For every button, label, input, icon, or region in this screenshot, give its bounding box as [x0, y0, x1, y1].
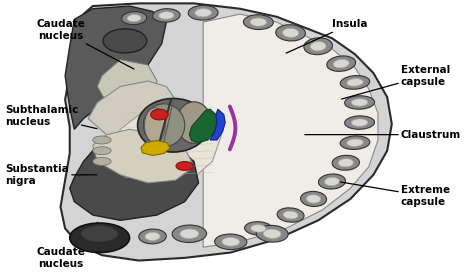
Ellipse shape [351, 99, 368, 106]
Ellipse shape [195, 9, 211, 17]
Ellipse shape [276, 25, 305, 41]
Polygon shape [189, 109, 217, 143]
Ellipse shape [143, 104, 185, 147]
Polygon shape [88, 81, 175, 140]
Ellipse shape [215, 234, 247, 250]
Ellipse shape [70, 223, 129, 253]
Ellipse shape [345, 116, 374, 129]
Ellipse shape [137, 98, 209, 152]
Ellipse shape [340, 136, 370, 149]
Ellipse shape [151, 109, 168, 120]
Ellipse shape [351, 119, 368, 126]
Ellipse shape [159, 12, 174, 19]
Ellipse shape [139, 229, 166, 244]
Ellipse shape [283, 211, 298, 219]
Ellipse shape [319, 174, 346, 189]
Text: External
capsule: External capsule [342, 65, 450, 99]
Ellipse shape [277, 208, 304, 222]
Text: Caudate
nucleus: Caudate nucleus [36, 19, 134, 69]
Ellipse shape [222, 238, 239, 246]
Polygon shape [210, 109, 225, 140]
Polygon shape [93, 129, 194, 183]
Ellipse shape [81, 226, 118, 242]
Ellipse shape [306, 195, 321, 203]
Text: Insula: Insula [286, 19, 367, 53]
Text: Substantia
nigra: Substantia nigra [5, 164, 97, 185]
Ellipse shape [145, 108, 165, 143]
Ellipse shape [333, 59, 349, 68]
Ellipse shape [347, 79, 363, 86]
Polygon shape [70, 135, 199, 220]
Ellipse shape [301, 191, 327, 207]
Ellipse shape [325, 177, 339, 186]
Ellipse shape [103, 29, 147, 53]
Polygon shape [203, 14, 378, 247]
Ellipse shape [338, 159, 353, 167]
Ellipse shape [251, 225, 266, 232]
Ellipse shape [283, 28, 299, 37]
Ellipse shape [345, 96, 374, 109]
Ellipse shape [93, 157, 111, 165]
Ellipse shape [245, 222, 272, 235]
Ellipse shape [153, 9, 180, 22]
Ellipse shape [256, 226, 288, 242]
Ellipse shape [188, 5, 218, 20]
Ellipse shape [145, 232, 160, 241]
Ellipse shape [347, 139, 363, 146]
Text: Caudate
nucleus: Caudate nucleus [36, 222, 98, 269]
Ellipse shape [310, 42, 326, 51]
Ellipse shape [250, 18, 266, 26]
Ellipse shape [180, 229, 199, 239]
Ellipse shape [244, 15, 273, 30]
Polygon shape [97, 60, 157, 108]
Ellipse shape [340, 76, 370, 89]
Ellipse shape [304, 38, 332, 55]
Ellipse shape [121, 12, 146, 25]
Ellipse shape [127, 15, 141, 22]
Text: Extreme
capsule: Extreme capsule [332, 181, 450, 207]
Polygon shape [65, 6, 166, 129]
Polygon shape [141, 141, 170, 156]
Ellipse shape [327, 56, 356, 71]
Text: Claustrum: Claustrum [305, 130, 461, 140]
Ellipse shape [93, 136, 111, 144]
Polygon shape [111, 102, 221, 188]
Ellipse shape [264, 229, 281, 238]
Ellipse shape [93, 147, 111, 155]
Polygon shape [61, 3, 392, 261]
Ellipse shape [177, 102, 211, 143]
Ellipse shape [176, 162, 193, 170]
Ellipse shape [172, 225, 207, 242]
Text: Subthalamic
nucleus: Subthalamic nucleus [5, 105, 97, 129]
Ellipse shape [332, 155, 359, 170]
